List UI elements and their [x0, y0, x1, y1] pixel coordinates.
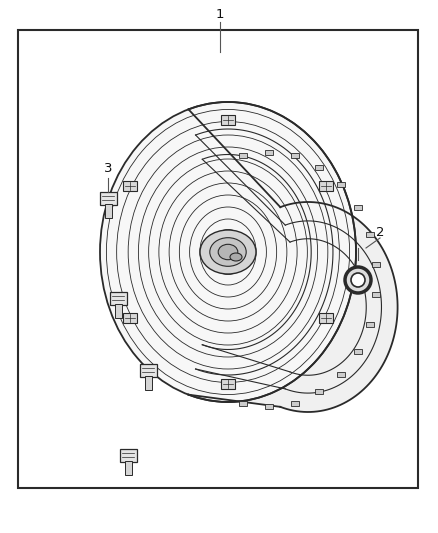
Bar: [221, 379, 235, 389]
Polygon shape: [188, 102, 398, 412]
Ellipse shape: [100, 102, 356, 402]
Bar: [291, 154, 299, 158]
Bar: [318, 313, 332, 323]
Bar: [366, 232, 374, 237]
Bar: [354, 205, 362, 210]
Bar: [354, 349, 362, 354]
Bar: [315, 390, 323, 394]
Bar: [124, 313, 138, 323]
Bar: [337, 372, 345, 377]
FancyBboxPatch shape: [99, 191, 117, 205]
Text: 3: 3: [104, 161, 112, 174]
Bar: [366, 322, 374, 327]
Bar: [318, 181, 332, 191]
Bar: [265, 405, 273, 409]
Ellipse shape: [200, 230, 256, 274]
Ellipse shape: [210, 238, 246, 266]
Bar: [239, 401, 247, 406]
Bar: [239, 153, 247, 158]
Bar: [372, 262, 380, 266]
Ellipse shape: [230, 253, 242, 261]
FancyBboxPatch shape: [139, 364, 156, 376]
Bar: [315, 165, 323, 169]
FancyBboxPatch shape: [110, 292, 127, 304]
Text: 1: 1: [216, 7, 224, 20]
Ellipse shape: [345, 267, 371, 293]
Bar: [114, 304, 121, 318]
Bar: [265, 150, 273, 155]
Ellipse shape: [351, 273, 365, 287]
Bar: [124, 181, 138, 191]
Ellipse shape: [218, 244, 238, 260]
Bar: [221, 115, 235, 125]
Text: 2: 2: [376, 225, 384, 238]
Bar: [337, 182, 345, 187]
Bar: [124, 461, 131, 475]
Bar: [291, 400, 299, 406]
Bar: [18, 30, 418, 488]
FancyBboxPatch shape: [120, 448, 137, 462]
Bar: [372, 292, 380, 297]
Bar: [145, 376, 152, 390]
Bar: [105, 204, 112, 218]
